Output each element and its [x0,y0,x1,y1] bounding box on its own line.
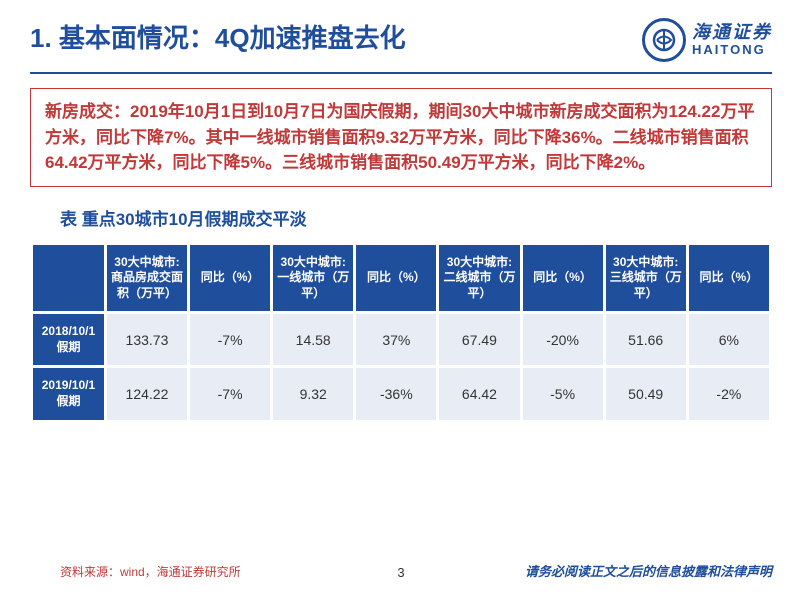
source-text: 资料来源：wind，海通证券研究所 [60,563,241,580]
col-header: 同比（%） [189,243,272,313]
table-cell: -36% [355,367,438,421]
logo-en-text: HAITONG [692,43,772,57]
logo-cn-text: 海通证券 [692,23,772,43]
slide-title: 1. 基本面情况：4Q加速推盘去化 [30,18,406,55]
col-header: 30大中城市:一线城市（万平） [272,243,355,313]
table-cell: -2% [687,367,770,421]
table-cell: 133.73 [105,313,188,367]
table-caption: 表 重点30城市10月假期成交平淡 [60,205,772,230]
logo-icon [642,18,686,62]
logo-text: 海通证券 HAITONG [692,23,772,57]
table-cell: 124.22 [105,367,188,421]
disclaimer-text: 请务必阅读正文之后的信息披露和法律声明 [525,561,772,580]
col-header: 30大中城市:商品房成交面积（万平） [105,243,188,313]
row-label: 2019/10/1假期 [32,367,106,421]
table-cell: 67.49 [438,313,521,367]
table-cell: 51.66 [604,313,687,367]
data-table: 30大中城市:商品房成交面积（万平） 同比（%） 30大中城市:一线城市（万平）… [30,242,772,423]
summary-text: 新房成交：2019年10月1日到10月7日为国庆假期，期间30大中城市新房成交面… [45,99,757,176]
table-cell: 14.58 [272,313,355,367]
table-header-row: 30大中城市:商品房成交面积（万平） 同比（%） 30大中城市:一线城市（万平）… [32,243,771,313]
col-header: 30大中城市:二线城市（万平） [438,243,521,313]
row-label: 2018/10/1假期 [32,313,106,367]
table-row: 2019/10/1假期 124.22 -7% 9.32 -36% 64.42 -… [32,367,771,421]
table-cell: 50.49 [604,367,687,421]
col-header: 30大中城市:三线城市（万平） [604,243,687,313]
table-row: 2018/10/1假期 133.73 -7% 14.58 37% 67.49 -… [32,313,771,367]
col-header: 同比（%） [687,243,770,313]
table-cell: -7% [189,313,272,367]
summary-box: 新房成交：2019年10月1日到10月7日为国庆假期，期间30大中城市新房成交面… [30,88,772,187]
table-cell: 6% [687,313,770,367]
header-divider [30,72,772,74]
slide-header: 1. 基本面情况：4Q加速推盘去化 海通证券 HAITONG [0,0,802,72]
col-header: 同比（%） [521,243,604,313]
table-corner [32,243,106,313]
table-cell: -5% [521,367,604,421]
col-header: 同比（%） [355,243,438,313]
table-cell: 64.42 [438,367,521,421]
page-number: 3 [397,565,404,580]
table-cell: -7% [189,367,272,421]
table-cell: -20% [521,313,604,367]
company-logo: 海通证券 HAITONG [642,18,772,62]
table-cell: 37% [355,313,438,367]
table-cell: 9.32 [272,367,355,421]
